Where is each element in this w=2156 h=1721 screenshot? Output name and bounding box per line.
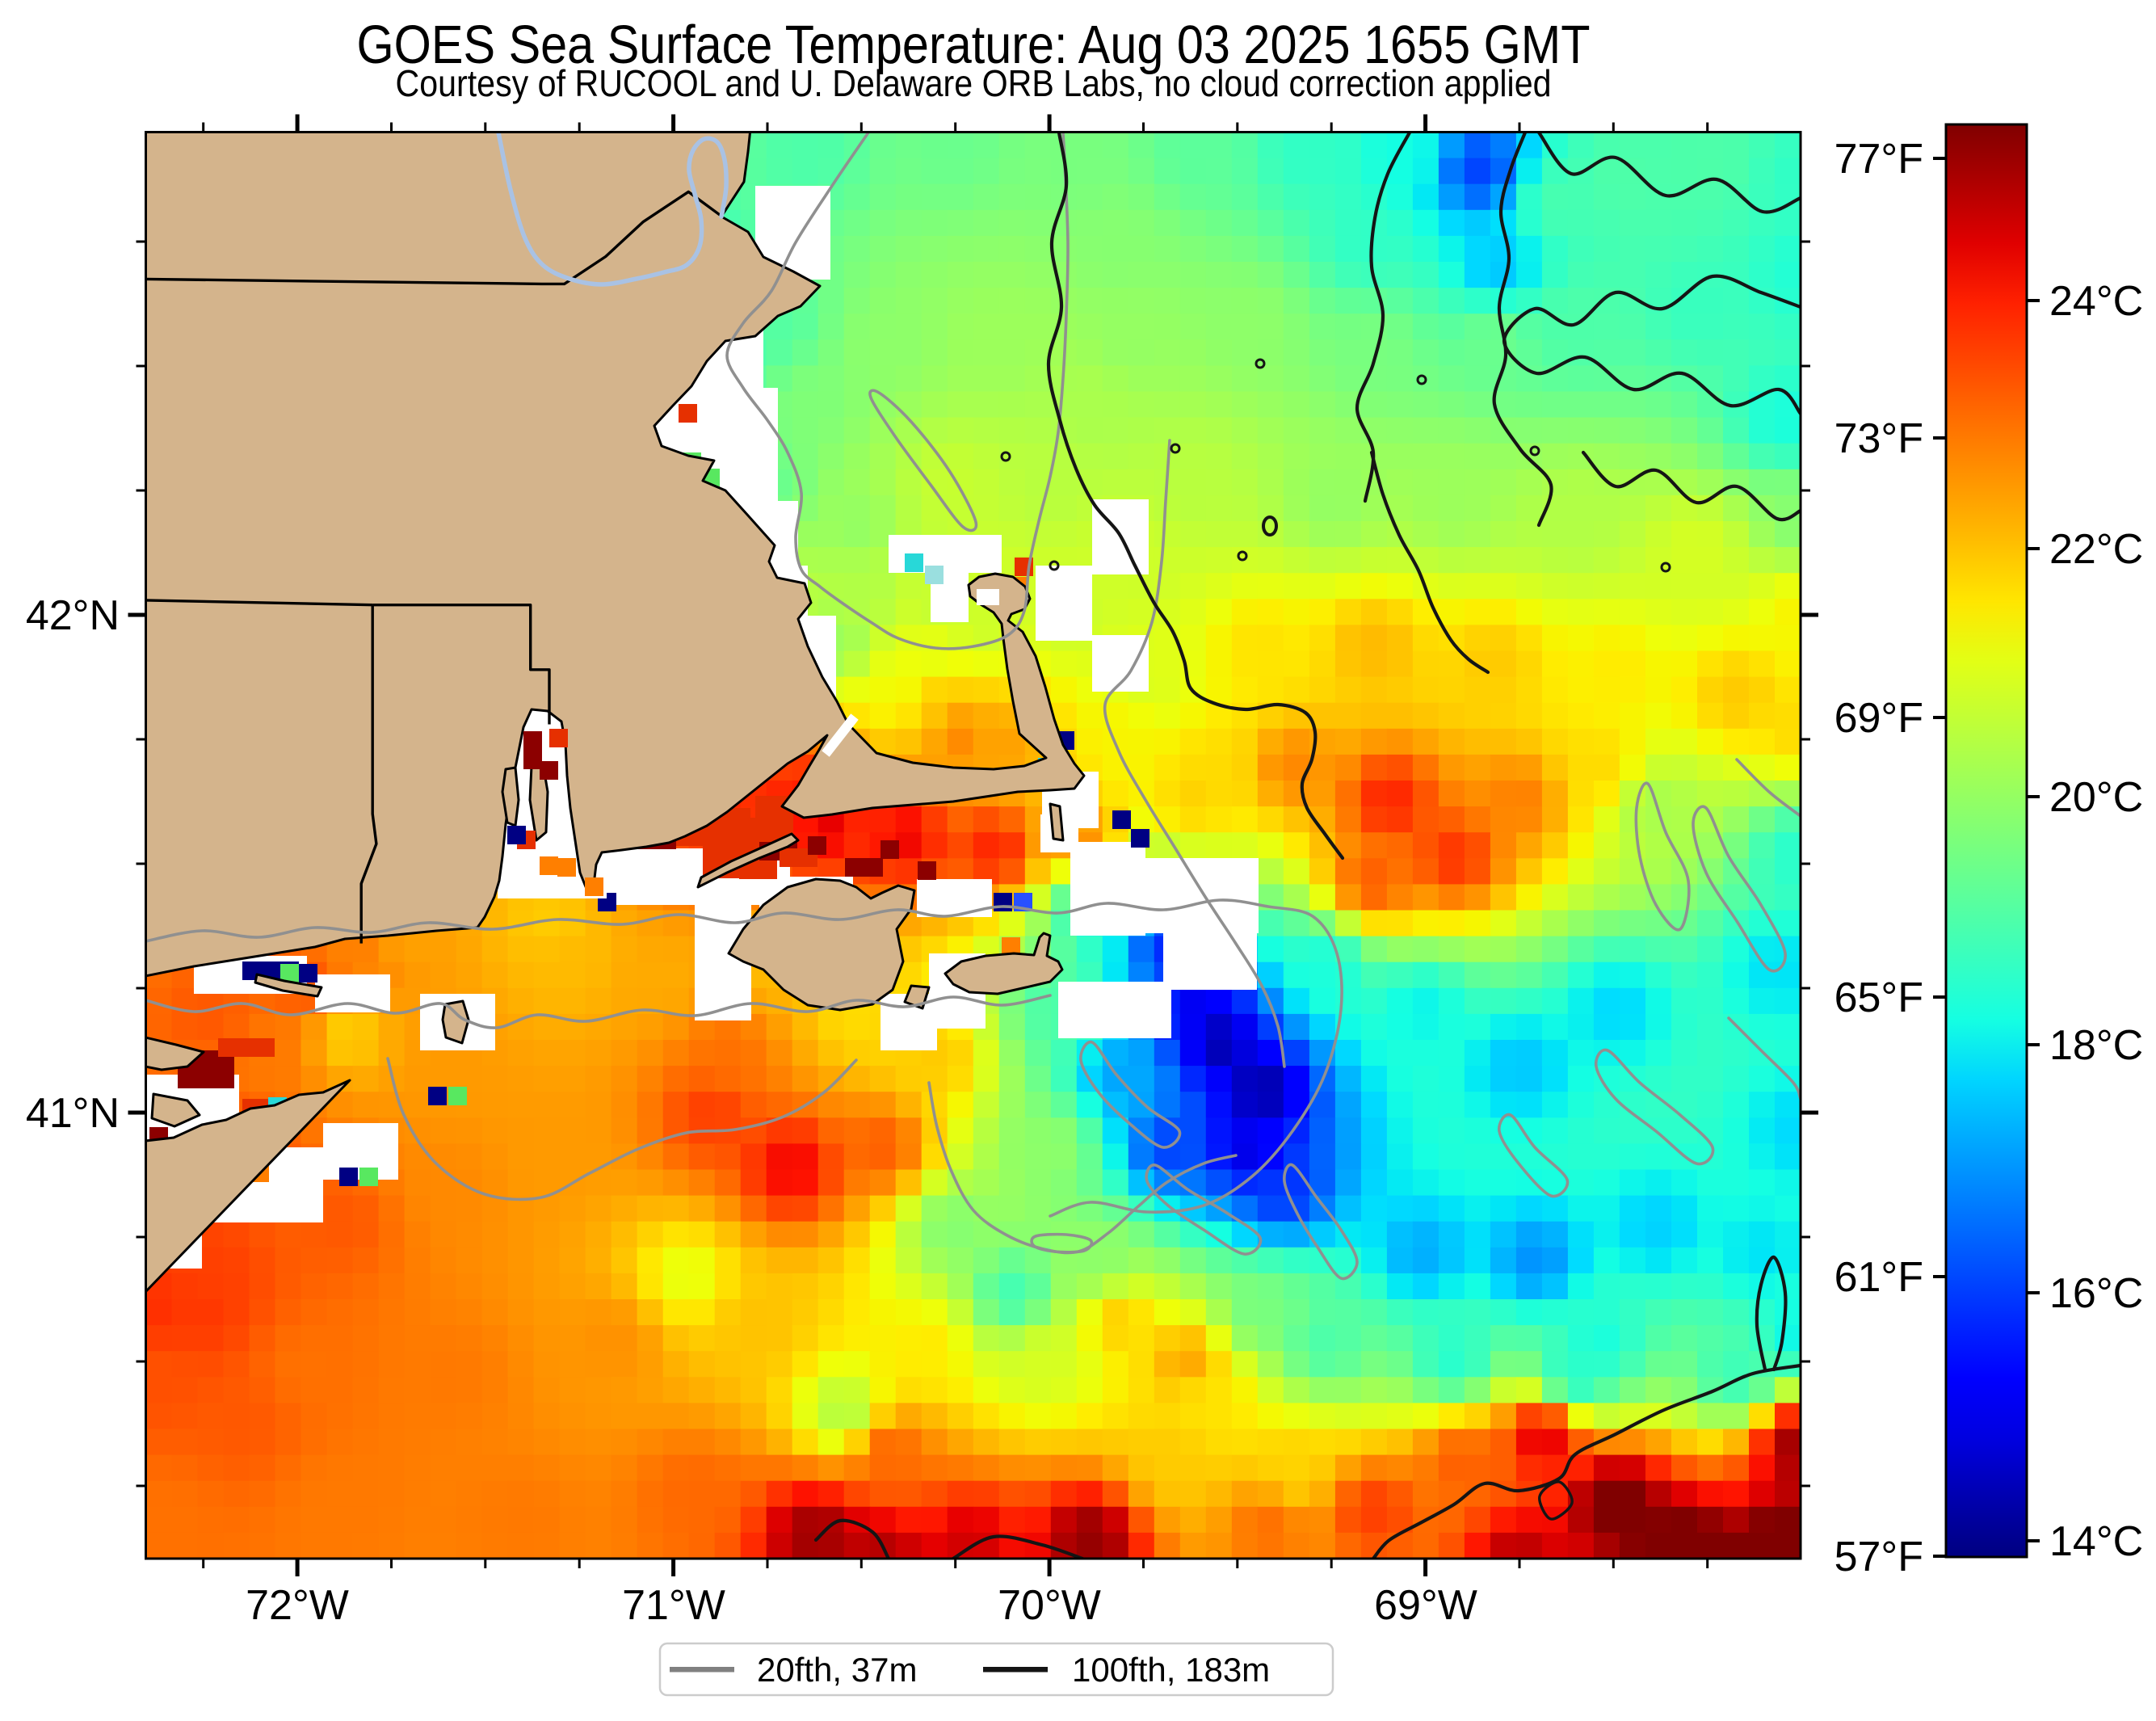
- svg-text:57°F: 57°F: [1834, 1534, 1923, 1580]
- svg-text:24°C: 24°C: [2049, 278, 2143, 325]
- svg-text:69°W: 69°W: [1374, 1582, 1477, 1629]
- svg-text:77°F: 77°F: [1834, 136, 1923, 183]
- svg-text:65°F: 65°F: [1834, 974, 1923, 1021]
- svg-text:69°F: 69°F: [1834, 695, 1923, 742]
- svg-text:22°C: 22°C: [2049, 526, 2143, 573]
- svg-text:61°F: 61°F: [1834, 1254, 1923, 1301]
- svg-text:100fth, 183m: 100fth, 183m: [1072, 1651, 1270, 1689]
- svg-text:Courtesy of RUCOOL and U. Dela: Courtesy of RUCOOL and U. Delaware ORB L…: [396, 62, 1552, 104]
- svg-text:70°W: 70°W: [998, 1582, 1101, 1629]
- svg-text:42°N: 42°N: [26, 592, 120, 639]
- svg-text:16°C: 16°C: [2049, 1270, 2143, 1317]
- svg-text:71°W: 71°W: [622, 1582, 725, 1629]
- svg-text:14°C: 14°C: [2049, 1518, 2143, 1565]
- svg-text:41°N: 41°N: [26, 1090, 120, 1137]
- svg-text:20°C: 20°C: [2049, 774, 2143, 821]
- svg-text:18°C: 18°C: [2049, 1022, 2143, 1069]
- svg-text:72°W: 72°W: [246, 1582, 349, 1629]
- svg-text:20fth, 37m: 20fth, 37m: [757, 1651, 917, 1689]
- svg-text:GOES Sea Surface Temperature:: GOES Sea Surface Temperature: Aug 03 202…: [357, 15, 1591, 75]
- svg-text:73°F: 73°F: [1834, 415, 1923, 462]
